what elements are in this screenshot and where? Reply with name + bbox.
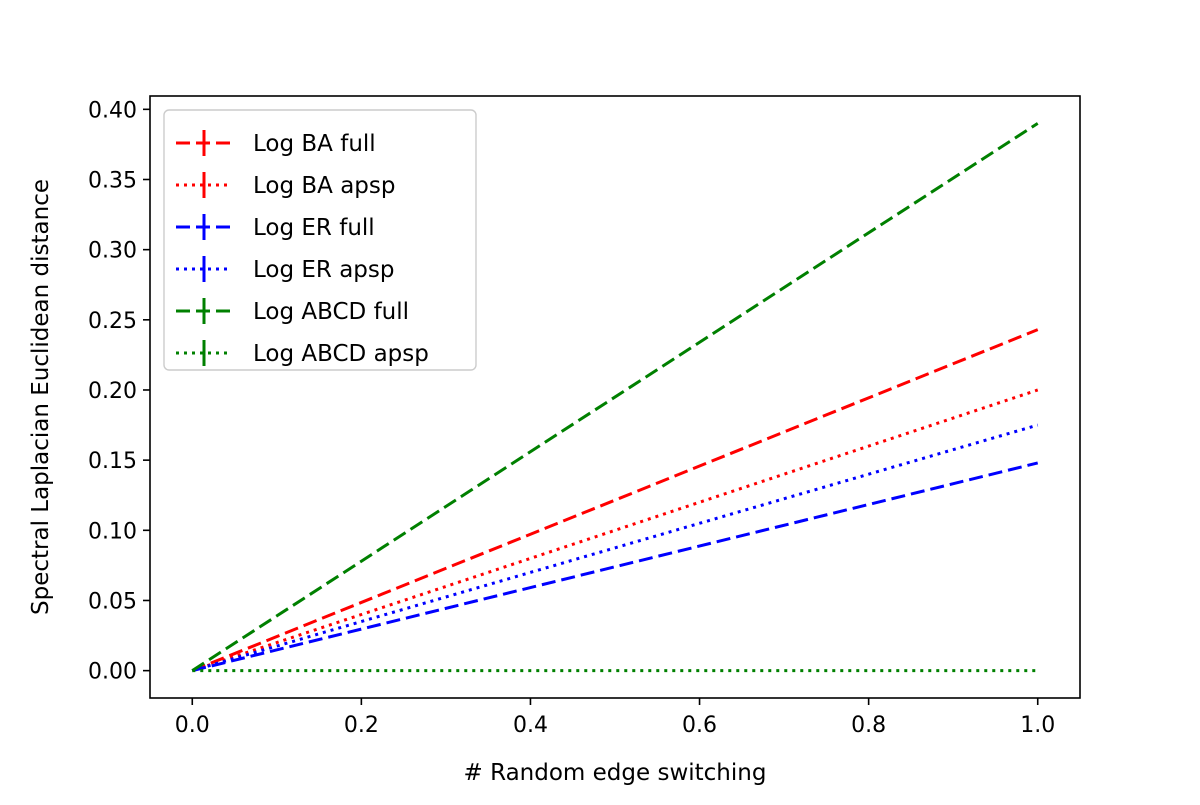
legend-box: [163, 109, 477, 371]
legend-label: Log BA full: [253, 131, 376, 157]
legend-label: Log ABCD apsp: [253, 341, 429, 367]
x-axis: 0.0 0.2 0.4 0.6 0.8 1.0: [175, 698, 1055, 738]
y-tick-label: 0.20: [88, 379, 137, 404]
y-axis-label: Spectral Laplacian Euclidean distance: [28, 179, 54, 615]
y-tick-label: 0.35: [88, 168, 137, 193]
legend-label: Log ER apsp: [253, 257, 395, 283]
series-line-3: [191, 461, 1039, 673]
legend-entry: Log BA full: [176, 130, 376, 157]
y-tick-label: 0.15: [88, 449, 137, 474]
x-tick-label: 1.0: [1020, 713, 1055, 738]
x-tick-label: 0.6: [682, 713, 717, 738]
y-tick-label: 0.40: [88, 98, 137, 123]
y-tick-label: 0.05: [88, 589, 137, 614]
legend-entry: Log BA apsp: [176, 172, 396, 199]
x-tick-label: 0.4: [513, 713, 548, 738]
x-tick-label: 0.2: [344, 713, 379, 738]
plot-area-frame: [149, 95, 1081, 699]
x-tick-label: 0.8: [851, 713, 886, 738]
legend-entry: Log ER full: [176, 214, 375, 241]
y-tick-label: 0.10: [88, 519, 137, 544]
x-axis-label: # Random edge switching: [464, 760, 767, 786]
legend-entry: Log ER apsp: [176, 256, 395, 283]
legend-label: Log ABCD full: [253, 299, 409, 325]
legend-entry: Log ABCD full: [176, 298, 409, 325]
series-group: [191, 122, 1039, 673]
y-tick-label: 0.30: [88, 239, 137, 264]
y-tick-label: 0.25: [88, 309, 137, 334]
legend: Log BA full Log BA apsp Log ER full Log ER …: [163, 109, 477, 371]
series-line-5: [191, 122, 1039, 672]
legend-label: Log ER full: [253, 215, 375, 241]
legend-entry: Log ABCD apsp: [176, 340, 429, 367]
y-axis: 0.00 0.05 0.10 0.15 0.20 0.25 0.30 0.35 0.40: [88, 98, 150, 685]
series-line-1: [191, 328, 1039, 673]
series-line-2: [191, 388, 1039, 673]
x-tick-label: 0.0: [175, 713, 210, 738]
legend-label: Log BA apsp: [253, 173, 396, 199]
series-line-4: [191, 423, 1039, 673]
y-tick-label: 0.00: [88, 660, 137, 685]
